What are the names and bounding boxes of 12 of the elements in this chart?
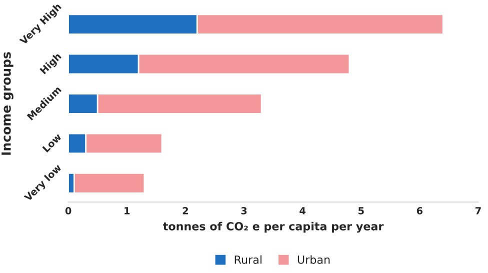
x-tick-label: 1 xyxy=(124,207,130,214)
x-tick-label: 5 xyxy=(358,207,364,214)
legend-label: Urban xyxy=(298,255,330,264)
x-axis-title: tonnes of CO₂ e per capita per year xyxy=(163,222,384,233)
legend-label: Rural xyxy=(234,255,262,264)
x-tick-label: 0 xyxy=(65,207,72,214)
y-axis-title: Income groups xyxy=(2,52,14,155)
x-tick-label: 3 xyxy=(241,207,247,214)
x-tick-label: 6 xyxy=(416,207,423,214)
x-tick-label: 4 xyxy=(300,207,306,214)
x-tick-label: 2 xyxy=(182,207,188,214)
x-tick-label: 7 xyxy=(476,207,481,214)
